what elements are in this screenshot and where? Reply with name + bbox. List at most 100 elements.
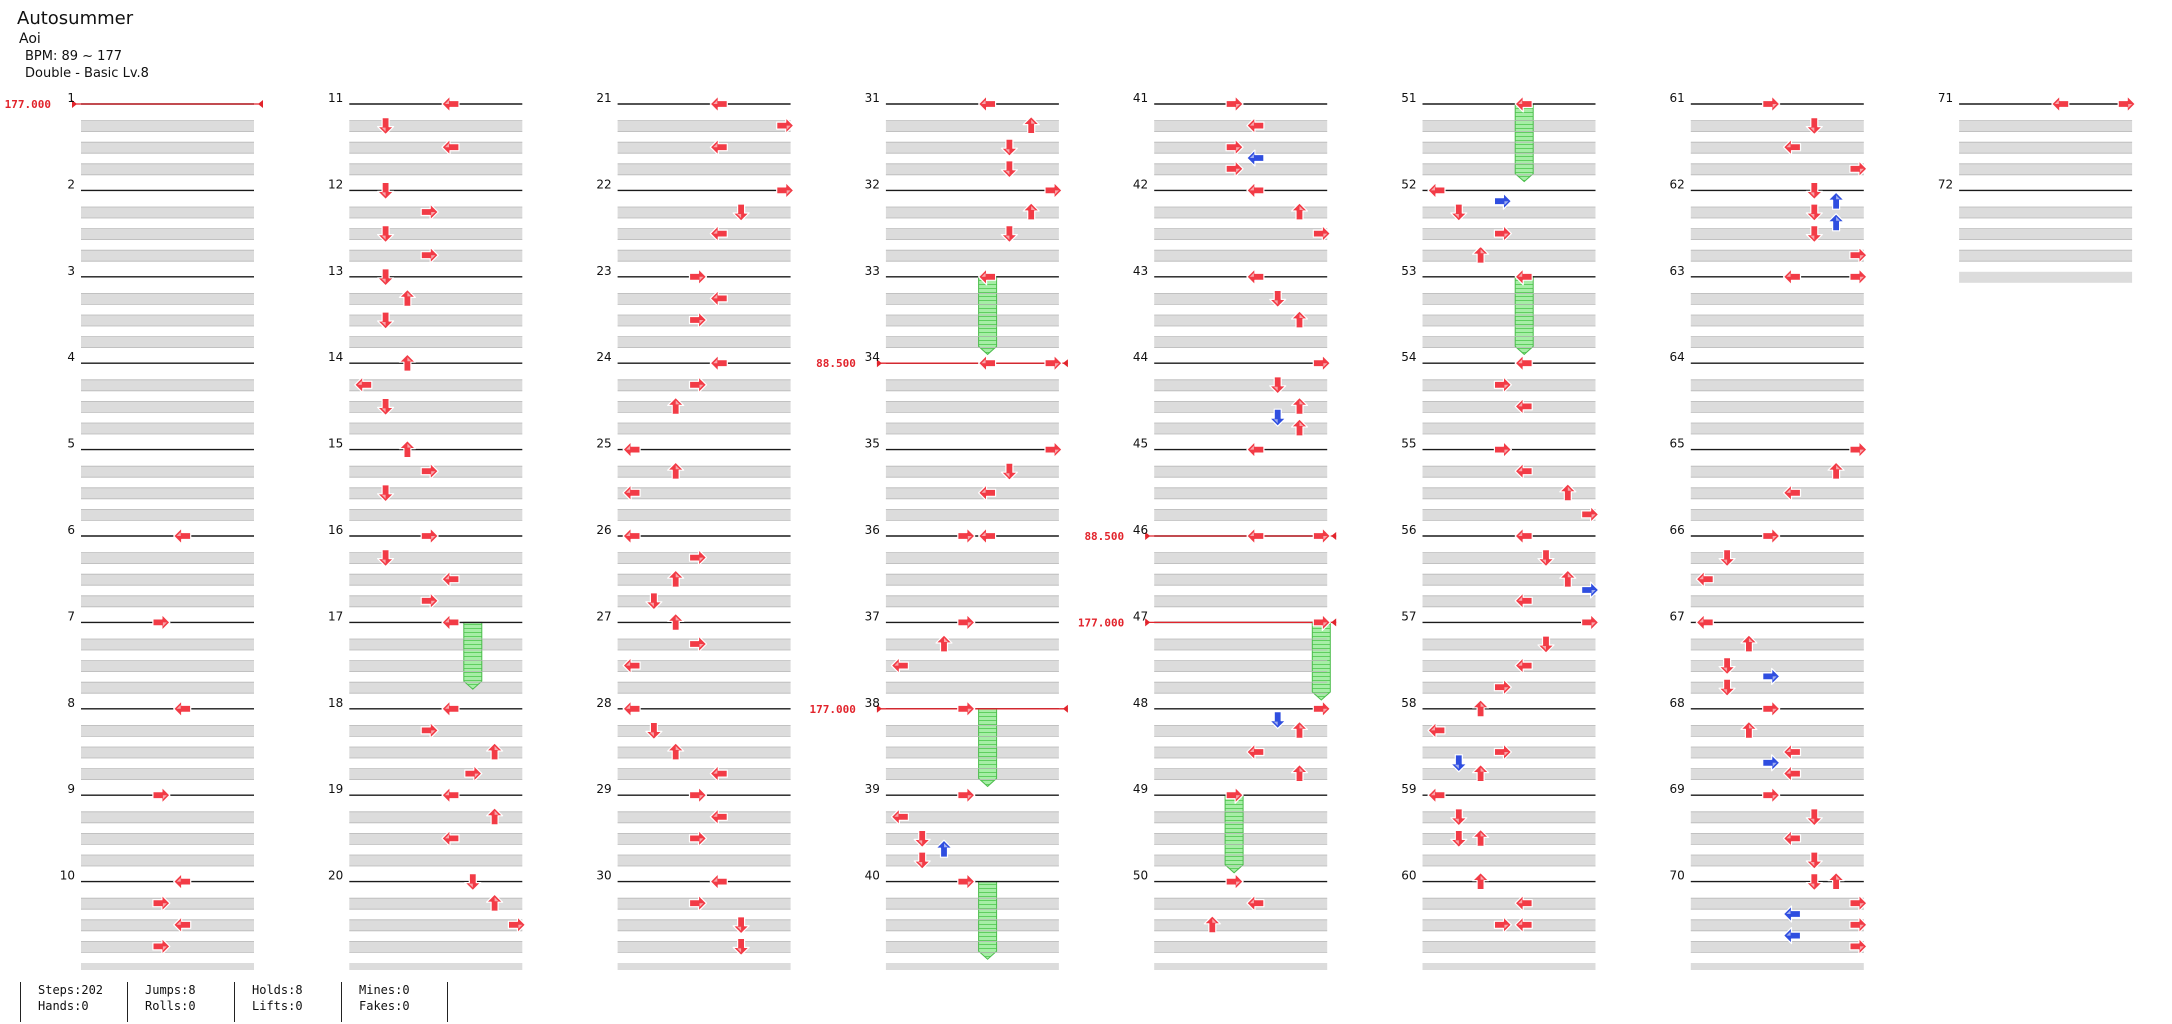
arrow-shape xyxy=(709,872,728,891)
beat-stripe xyxy=(1959,228,2133,240)
measure-number: 19 xyxy=(328,782,343,796)
measure-number: 20 xyxy=(328,869,343,883)
right-arrow-icon xyxy=(688,894,708,912)
arrow-highlight xyxy=(894,812,899,817)
arrow-highlight xyxy=(699,838,704,843)
arrow-shape xyxy=(1450,808,1468,827)
right-arrow-icon xyxy=(1493,441,1513,459)
measure-number: 6 xyxy=(67,523,75,537)
arrow-shape xyxy=(1849,441,1868,459)
left-arrow-icon xyxy=(1695,570,1714,588)
arrow-highlight xyxy=(1518,100,1523,104)
beat-stripe xyxy=(1154,315,1328,326)
arrow-highlight xyxy=(1810,192,1815,197)
left-arrow-icon xyxy=(1514,462,1533,480)
down-arrow-icon xyxy=(732,203,750,222)
up-arrow-icon xyxy=(398,288,416,307)
beat-stripe xyxy=(81,293,254,305)
down-arrow-icon xyxy=(913,851,931,870)
arrow-shape xyxy=(377,484,395,503)
arrow-shape xyxy=(441,138,460,156)
arrow-shape xyxy=(1290,396,1309,415)
arrow-shape xyxy=(354,376,373,394)
down-arrow-icon xyxy=(732,916,750,935)
arrow-highlight xyxy=(1323,233,1328,238)
arrow-shape xyxy=(977,95,997,113)
arrow-highlight xyxy=(713,100,718,104)
arrow-shape xyxy=(1514,527,1533,545)
arrow-highlight xyxy=(981,488,986,493)
arrow-shape xyxy=(420,592,439,610)
right-arrow-icon xyxy=(1493,678,1513,696)
right-arrow-icon xyxy=(420,721,439,740)
beat-stripe xyxy=(885,466,1059,478)
beat-stripe xyxy=(349,120,523,132)
beat-stripe xyxy=(1154,639,1328,650)
left-arrow-icon xyxy=(1782,764,1802,783)
arrow-shape xyxy=(1514,592,1533,610)
arrow-shape xyxy=(1269,710,1287,730)
right-arrow-icon xyxy=(420,246,439,264)
beat-stripe xyxy=(1422,768,1596,780)
bpm-marker xyxy=(1331,532,1337,540)
beat-stripe xyxy=(885,228,1059,240)
left-arrow-icon xyxy=(1782,829,1802,848)
measure-number: 44 xyxy=(1133,350,1148,364)
beat-stripe xyxy=(81,120,254,132)
arrow-highlight xyxy=(431,212,436,216)
arrow-shape xyxy=(1805,181,1823,200)
arrow-highlight xyxy=(1323,708,1328,713)
arrow-highlight xyxy=(2128,104,2133,108)
arrow-shape xyxy=(1246,527,1265,545)
arrow-shape xyxy=(1514,268,1533,286)
beat-stripe xyxy=(81,379,254,391)
arrow-highlight xyxy=(1273,386,1278,391)
arrow-highlight xyxy=(1699,618,1704,623)
arrow-highlight xyxy=(1454,840,1459,845)
down-arrow-icon xyxy=(1805,225,1823,244)
measure-number: 8 xyxy=(67,696,75,710)
arrow-shape xyxy=(1849,937,1868,956)
arrow-shape xyxy=(1849,160,1868,178)
down-arrow-icon xyxy=(1450,808,1468,827)
left-arrow-icon xyxy=(1514,397,1533,415)
left-arrow-icon xyxy=(1246,527,1265,545)
arrow-shape xyxy=(1471,763,1490,783)
arrow-shape xyxy=(1044,181,1063,199)
beat-stripe xyxy=(1690,747,1864,758)
arrow-shape xyxy=(1493,376,1513,394)
arrow-shape xyxy=(420,721,439,740)
arrow-shape xyxy=(377,225,395,244)
arrow-highlight xyxy=(1299,206,1304,210)
measure-number: 9 xyxy=(67,782,75,796)
arrow-highlight xyxy=(1055,190,1059,195)
arrow-highlight xyxy=(381,192,386,197)
arrow-highlight xyxy=(1299,314,1304,318)
arrow-shape xyxy=(1805,872,1823,892)
beat-stripe xyxy=(885,487,1059,499)
arrow-highlight xyxy=(1249,899,1254,904)
left-arrow-icon xyxy=(1246,441,1265,459)
measure-number: 41 xyxy=(1133,91,1148,105)
right-arrow-icon xyxy=(1762,786,1781,804)
arrow-highlight xyxy=(494,810,499,815)
arrow-shape xyxy=(957,613,976,632)
measure-number: 71 xyxy=(1938,91,1953,105)
beat-stripe xyxy=(1690,315,1864,326)
arrow-highlight xyxy=(967,536,972,540)
left-arrow-icon xyxy=(1246,894,1265,912)
bpm-label: 177.000 xyxy=(5,98,51,111)
right-arrow-icon xyxy=(1312,527,1331,545)
left-arrow-icon xyxy=(709,808,728,826)
right-arrow-icon xyxy=(420,527,439,545)
beat-stripe xyxy=(617,120,791,132)
arrow-shape xyxy=(1740,634,1758,653)
arrow-highlight xyxy=(713,143,718,148)
arrow-highlight xyxy=(1859,924,1864,929)
arrow-shape xyxy=(1782,829,1802,848)
arrow-shape xyxy=(1246,149,1265,167)
arrow-shape xyxy=(957,786,976,804)
beat-stripe xyxy=(1690,423,1864,434)
bpm-marker xyxy=(876,359,882,368)
